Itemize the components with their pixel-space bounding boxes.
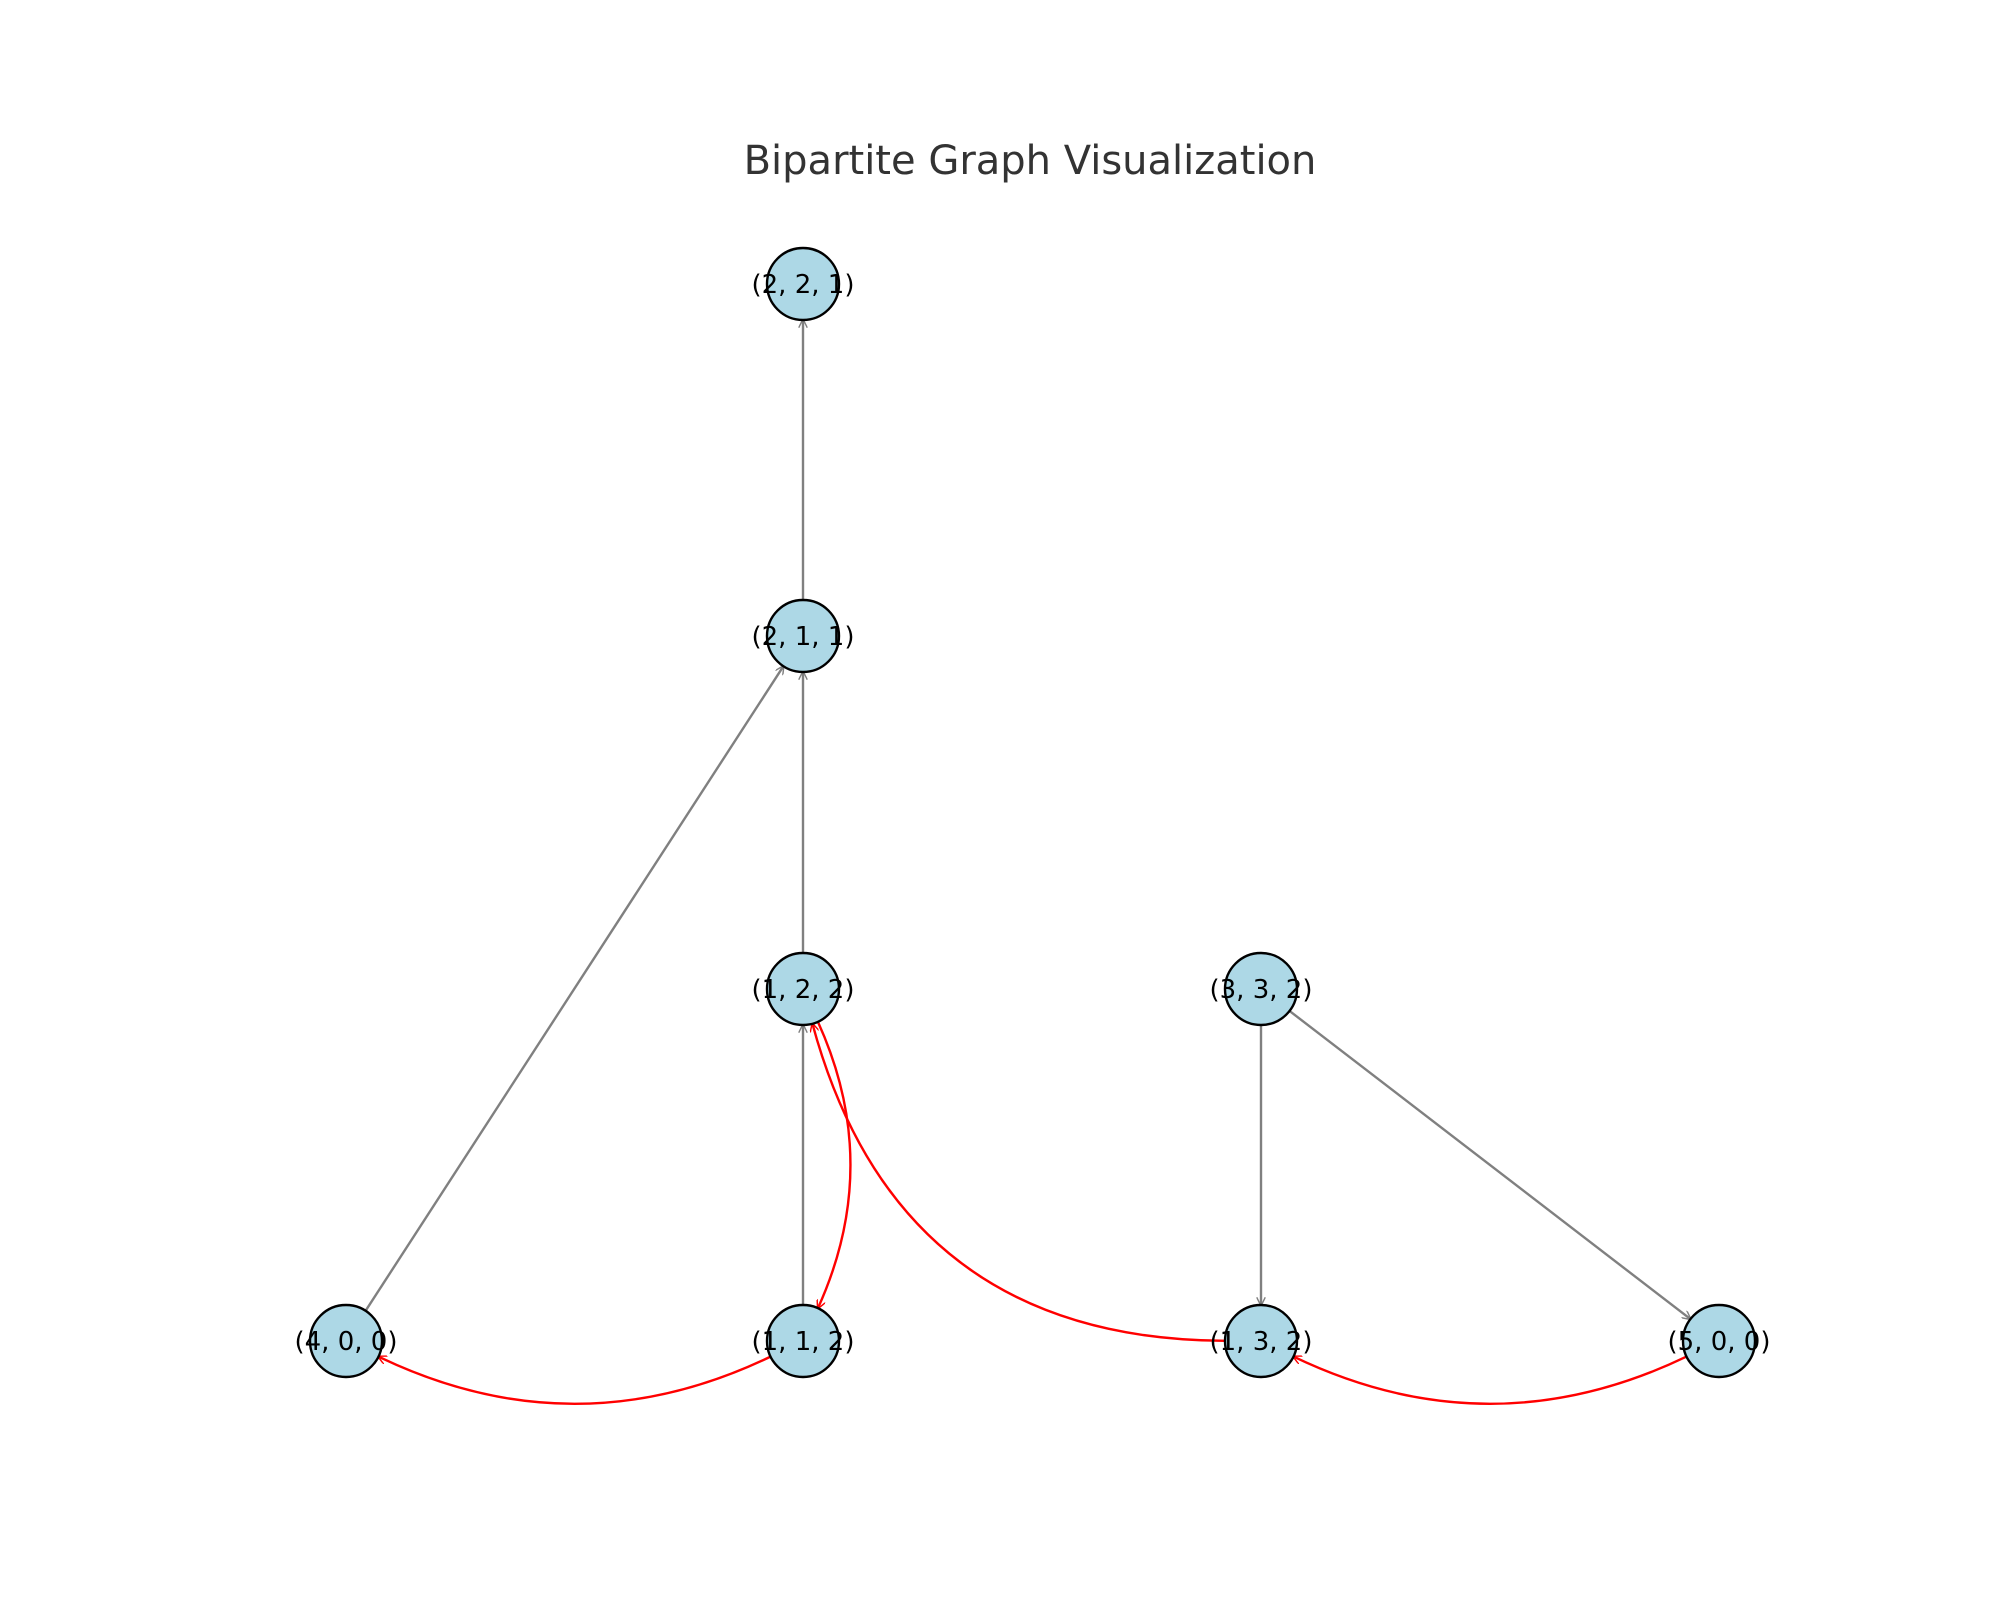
edge-400-to-211 xyxy=(364,666,784,1312)
node-circle xyxy=(765,246,841,322)
node-122: (1, 2, 2) xyxy=(752,951,855,1027)
node-circle xyxy=(765,951,841,1027)
node-211: (2, 1, 1) xyxy=(752,598,855,674)
edge-500-to-132 xyxy=(1293,1357,1688,1405)
nodes-layer: (2, 2, 1) (2, 1, 1) (1, 2, 2) (3, 3, 2) (4, … xyxy=(295,246,1771,1379)
edge-132-to-122 xyxy=(812,1024,1226,1343)
node-label: (5, 0, 0) xyxy=(1668,1327,1771,1357)
node-label: (2, 1, 1) xyxy=(752,622,855,652)
node-circle xyxy=(1223,951,1299,1027)
edge-122-to-112 xyxy=(818,1021,852,1308)
node-500: (5, 0, 0) xyxy=(1668,1303,1771,1379)
node-circle xyxy=(308,1303,384,1379)
node-circle xyxy=(765,1303,841,1379)
node-circle xyxy=(1223,1303,1299,1379)
node-132: (1, 3, 2) xyxy=(1210,1303,1313,1379)
edges-layer xyxy=(364,320,1691,1405)
node-112: (1, 1, 2) xyxy=(752,1303,855,1379)
node-221: (2, 2, 1) xyxy=(752,246,855,322)
node-label: (3, 3, 2) xyxy=(1210,975,1313,1005)
node-400: (4, 0, 0) xyxy=(295,1303,398,1379)
node-label: (1, 3, 2) xyxy=(1210,1327,1313,1357)
node-circle xyxy=(765,598,841,674)
edge-112-to-400 xyxy=(378,1357,772,1405)
node-circle xyxy=(1681,1303,1757,1379)
node-label: (2, 2, 1) xyxy=(752,270,855,300)
edge-332-to-500 xyxy=(1288,1009,1691,1319)
node-label: (4, 0, 0) xyxy=(295,1327,398,1357)
chart-title: Bipartite Graph Visualization xyxy=(744,138,1317,184)
node-label: (1, 2, 2) xyxy=(752,975,855,1005)
node-332: (3, 3, 2) xyxy=(1210,951,1313,1027)
node-label: (1, 1, 2) xyxy=(752,1327,855,1357)
